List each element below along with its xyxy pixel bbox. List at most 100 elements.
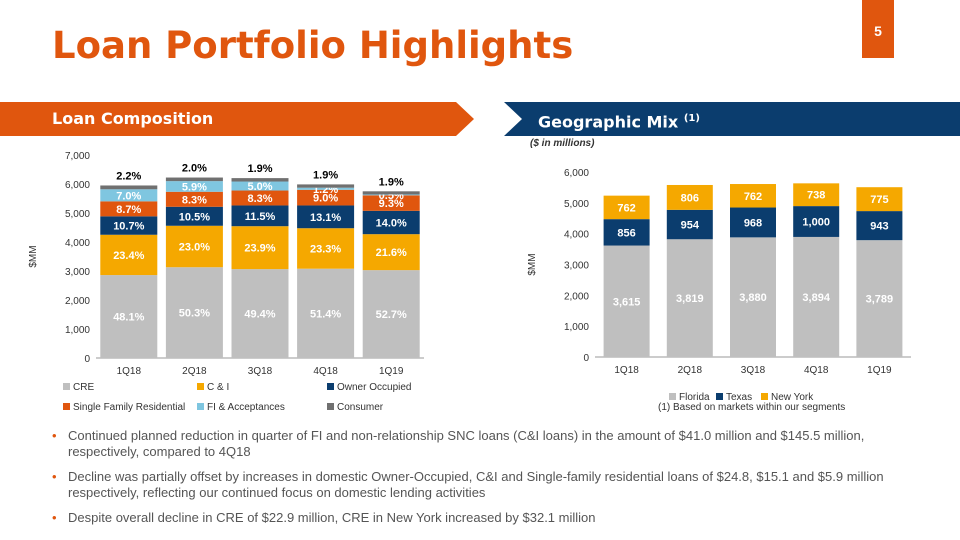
data-label: 14.0% xyxy=(376,217,407,229)
bar-segment xyxy=(666,184,713,210)
y-tick-label: 3,000 xyxy=(564,261,589,272)
bar-segment xyxy=(100,185,158,190)
bullet-item: • Continued planned reduction in quarter … xyxy=(52,428,932,460)
data-label: 1.9% xyxy=(379,176,404,188)
bar-segment xyxy=(100,201,158,217)
y-tick-label: 6,000 xyxy=(65,180,90,191)
legend-label: New York xyxy=(771,392,814,403)
legend-label: Florida xyxy=(679,392,710,403)
bar-segment xyxy=(100,189,158,202)
footnote: (1) Based on markets within our segments xyxy=(658,402,846,413)
y-axis-label: $MM xyxy=(28,245,39,267)
data-label: 21.6% xyxy=(376,247,407,259)
bar-segment xyxy=(297,184,355,188)
bar-segment xyxy=(231,181,289,191)
loan-composition-banner: Loan Composition xyxy=(0,102,474,136)
legend-label: Owner Occupied xyxy=(337,382,411,393)
bar-segment xyxy=(666,239,713,357)
page-title: Loan Portfolio Highlights xyxy=(52,24,574,67)
bar-segment xyxy=(231,226,289,270)
bar-segment xyxy=(231,205,289,227)
bar-segment xyxy=(165,181,223,192)
geographic-mix-chart: 0 1,000 2,000 3,000 4,000 5,000 6,000 $MM 1Q18 3,… xyxy=(527,168,911,403)
legend-swatch xyxy=(716,393,723,400)
data-label: 7.0% xyxy=(116,190,141,202)
bar-segment xyxy=(362,195,420,211)
bar-segment xyxy=(231,190,289,206)
bar-segment xyxy=(100,234,158,276)
bullet-list: • Continued planned reduction in quarter … xyxy=(52,428,932,535)
x-tick-label: 2Q18 xyxy=(678,365,703,376)
y-tick-label: 1,000 xyxy=(65,325,90,336)
data-label: 3,789 xyxy=(866,294,894,306)
banner-shape-left xyxy=(0,102,474,136)
x-tick-label: 1Q18 xyxy=(614,365,639,376)
bar-segment xyxy=(793,206,840,237)
bar-segment xyxy=(165,191,223,207)
data-label: 49.4% xyxy=(244,309,275,321)
bar-segment xyxy=(362,234,420,271)
bar-segment xyxy=(362,191,420,195)
data-label: 738 xyxy=(807,190,825,202)
loan-composition-heading: Loan Composition xyxy=(52,109,214,128)
legend-swatch xyxy=(761,393,768,400)
bullet-item: • Decline was partially offset by increas… xyxy=(52,469,932,501)
x-tick-label: 4Q18 xyxy=(804,365,829,376)
x-tick-label: 2Q18 xyxy=(182,366,207,377)
bullet-text: Continued planned reduction in quarter o… xyxy=(68,428,865,459)
bar-segment xyxy=(856,211,903,241)
data-label: 1.9% xyxy=(247,163,272,175)
bullet-marker: • xyxy=(52,428,57,443)
bar-segment xyxy=(231,178,289,182)
y-tick-label: 0 xyxy=(84,354,90,365)
data-label: 1,000 xyxy=(802,217,830,229)
bar-segment xyxy=(165,206,223,226)
bar-segment xyxy=(297,228,355,269)
bar-segment xyxy=(603,219,650,246)
data-label: 8.3% xyxy=(182,194,207,206)
bar-segment xyxy=(165,225,223,268)
units-note: ($ in millions) xyxy=(530,138,595,149)
data-label: 51.4% xyxy=(310,308,341,320)
bar-segment xyxy=(297,189,355,206)
data-label: 5.9% xyxy=(182,181,207,193)
bar-segment xyxy=(362,194,420,196)
data-label: 10.7% xyxy=(113,221,144,233)
loan-composition-chart: 0 1,000 2,000 3,000 4,000 5,000 6,000 7,000 $MM 1… xyxy=(28,151,424,413)
geographic-mix-footnote-ref: (1) xyxy=(683,113,700,124)
bar-segment xyxy=(730,184,776,208)
bar-segment xyxy=(362,210,420,235)
x-tick-label: 1Q19 xyxy=(867,365,892,376)
banner-shape-right xyxy=(504,102,960,136)
data-label: 762 xyxy=(617,202,635,214)
y-tick-label: 4,000 xyxy=(65,238,90,249)
y-tick-label: 2,000 xyxy=(65,296,90,307)
bullet-item: • Despite overall decline in CRE of $22.9… xyxy=(52,510,932,526)
bar-segment xyxy=(165,177,223,182)
data-label: 52.7% xyxy=(376,309,407,321)
data-label: 1.9% xyxy=(313,169,338,181)
legend-swatch xyxy=(63,403,70,410)
y-tick-label: 6,000 xyxy=(564,168,589,179)
data-label: 968 xyxy=(744,217,762,229)
legend-label: Single Family Residential xyxy=(73,402,185,413)
x-tick-label: 4Q18 xyxy=(313,366,338,377)
bar-segment xyxy=(603,195,650,220)
bar-segment xyxy=(100,275,158,358)
data-label: 3,819 xyxy=(676,293,704,305)
data-label: 762 xyxy=(744,191,762,203)
data-label: 10.5% xyxy=(179,211,210,223)
bullet-marker: • xyxy=(52,469,57,484)
legend-swatch xyxy=(327,383,334,390)
bar-segment xyxy=(793,183,840,207)
data-label: 11.5% xyxy=(245,211,276,223)
data-label: 2.2% xyxy=(116,170,141,182)
bar-segment xyxy=(730,207,776,238)
y-tick-label: 1,000 xyxy=(564,322,589,333)
legend-label: FI & Acceptances xyxy=(207,402,285,413)
bar-segment xyxy=(856,240,903,357)
legend-label: C & I xyxy=(207,382,229,393)
data-label: 23.0% xyxy=(179,241,210,253)
data-label: 48.1% xyxy=(113,312,144,324)
data-label: 8.3% xyxy=(247,193,272,205)
